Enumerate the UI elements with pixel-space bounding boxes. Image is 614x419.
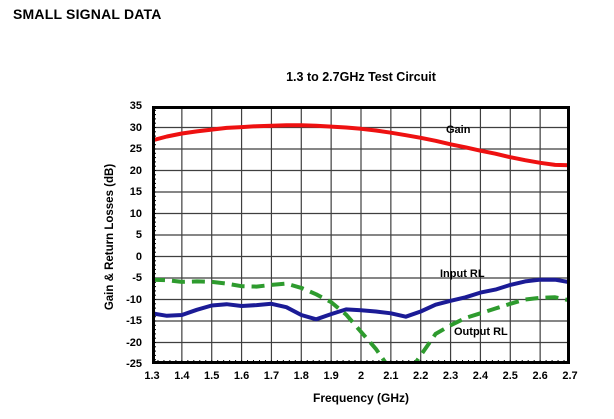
x-tick-label: 1.4 [174, 370, 190, 382]
series-line-output-rl [152, 277, 570, 364]
page-title: SMALL SIGNAL DATA [13, 6, 162, 22]
x-tick-label: 1.8 [293, 370, 309, 382]
chart-title: 1.3 to 2.7GHz Test Circuit [286, 70, 436, 84]
x-tick-label: 1.5 [204, 370, 220, 382]
x-tick-label: 2.2 [413, 370, 429, 382]
plot-border [152, 106, 570, 364]
x-tick-label: 2.1 [383, 370, 399, 382]
y-tick-label: 35 [129, 100, 142, 112]
y-tick-label: 15 [129, 186, 142, 198]
x-axis-tick-labels: 1.3 1.4 1.5 1.6 1.7 1.8 1.9 2 2.1 2.2 2.3 2.4 2.5 2.6… [144, 370, 577, 384]
x-axis-title: Frequency (GHz) [312, 391, 409, 405]
x-tick-label: 2.7 [562, 370, 578, 382]
x-tick-label: 1.3 [144, 370, 160, 382]
y-tick-label: -10 [126, 293, 142, 306]
series-line-gain [152, 123, 570, 168]
y-tick-label: 5 [135, 229, 142, 241]
x-tick-label: 2.5 [502, 370, 518, 382]
y-tick-label: -20 [126, 336, 142, 349]
x-tick-label: 1.7 [263, 370, 280, 382]
y-tick-label: 10 [129, 207, 142, 220]
chart-plot-area [152, 106, 570, 364]
y-tick-label: 25 [129, 143, 142, 155]
x-tick-label: 2.4 [472, 370, 489, 382]
x-tick-label: 2 [357, 370, 365, 382]
y-tick-label: 0 [135, 250, 142, 263]
x-tick-label: 1.9 [323, 370, 339, 382]
x-tick-label: 2.6 [532, 370, 548, 382]
x-tick-label: 2.3 [442, 370, 459, 382]
y-tick-label: 20 [129, 164, 142, 177]
x-tick-label: 1.6 [233, 370, 250, 382]
series-line-input-rl [152, 277, 570, 322]
y-axis-tick-labels: 35 30 25 20 15 10 5 0 -5 -10 -15 -20 -25 [100, 100, 146, 370]
y-tick-label: -5 [132, 272, 142, 284]
y-tick-label: -25 [126, 358, 142, 370]
y-tick-label: 30 [129, 121, 142, 134]
y-tick-label: -15 [126, 315, 142, 327]
